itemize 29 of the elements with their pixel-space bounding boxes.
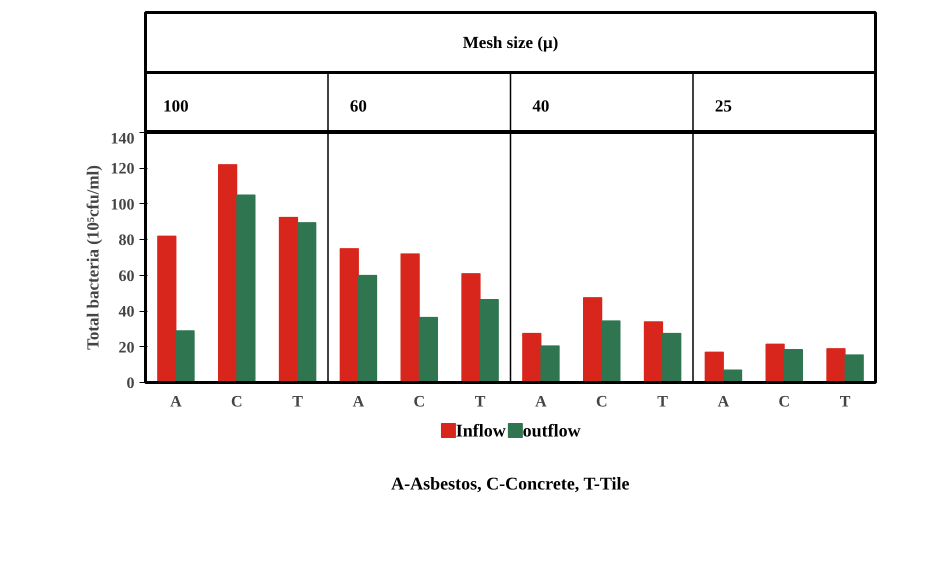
text: 25 bbox=[714, 96, 732, 116]
legend-label: Inflow bbox=[456, 420, 506, 440]
x-tick-label: T bbox=[474, 394, 486, 410]
y-tick-label: 140 bbox=[110, 130, 134, 148]
x-tick-label: C bbox=[778, 394, 790, 410]
y-tick-label: 40 bbox=[118, 304, 134, 321]
y-tick-label: 80 bbox=[118, 232, 134, 250]
x-tick-label: T bbox=[840, 394, 851, 410]
x-tick-label: A bbox=[352, 394, 365, 410]
x-tick-label: A bbox=[718, 394, 730, 410]
chart-title: Mesh size (μ) bbox=[462, 33, 558, 52]
y-axis-title: Total bacteria (10⁵cfu/ml) bbox=[84, 165, 102, 350]
y-tick-label: 20 bbox=[118, 339, 134, 356]
text: 100 bbox=[163, 96, 189, 116]
legend-label: outflow bbox=[522, 420, 581, 440]
y-tick-label: 100 bbox=[110, 196, 134, 214]
y-tick-label: 60 bbox=[118, 268, 134, 285]
y-tick-label: 0 bbox=[126, 375, 134, 392]
x-tick-label: C bbox=[413, 394, 426, 410]
x-tick-label: C bbox=[230, 394, 243, 410]
x-tick-label: T bbox=[657, 394, 668, 410]
x-tick-label: A bbox=[170, 394, 182, 410]
text: 60 bbox=[350, 96, 367, 116]
text: 40 bbox=[532, 96, 550, 116]
text: A-Asbestos, C-Concrete, T-Tile bbox=[391, 474, 630, 494]
y-tick-label: 120 bbox=[110, 160, 134, 178]
x-tick-label: A bbox=[535, 394, 548, 410]
x-tick-label: T bbox=[292, 394, 304, 410]
x-tick-label: C bbox=[596, 394, 608, 410]
